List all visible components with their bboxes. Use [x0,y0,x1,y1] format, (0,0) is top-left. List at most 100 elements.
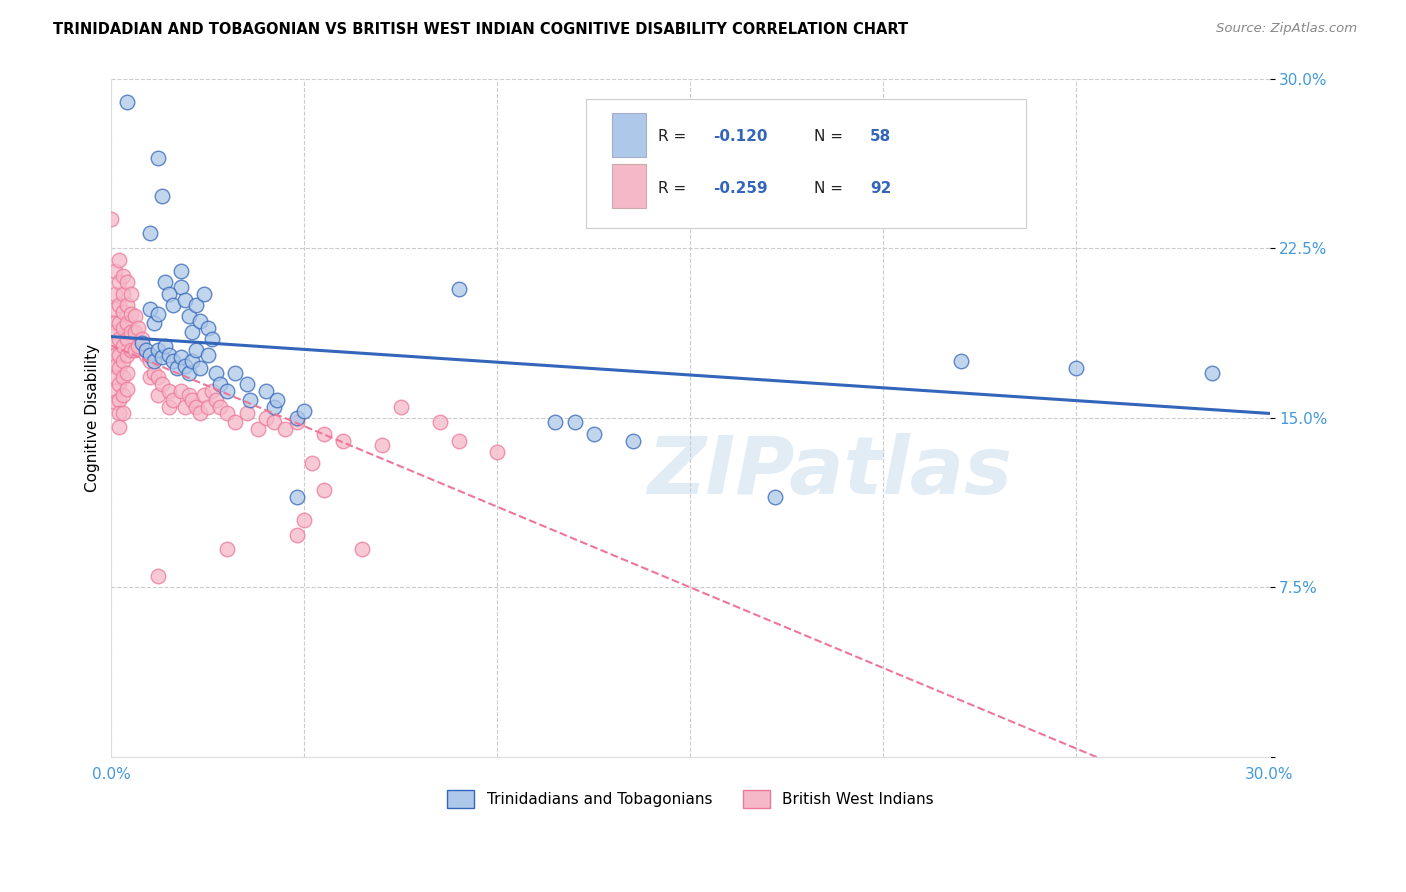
Point [155,276,177,290]
Point [224,416,246,430]
Point [108,361,131,376]
Point [111,338,134,352]
Point [135,348,157,362]
Point [115,95,138,109]
Point [139,226,162,240]
FancyBboxPatch shape [612,164,647,208]
Point [157,400,180,414]
Point [204,366,226,380]
Point [111,304,134,318]
Point [108,377,131,392]
Point [186,343,208,358]
Point [254,384,277,398]
Point [115,366,138,380]
Point [115,298,138,312]
Point [254,411,277,425]
Point [139,348,162,362]
FancyBboxPatch shape [612,113,647,157]
Text: TRINIDADIAN AND TOBAGONIAN VS BRITISH WEST INDIAN COGNITIVE DISABILITY CORRELATI: TRINIDADIAN AND TOBAGONIAN VS BRITISH WE… [53,22,908,37]
Text: ZIPatlas: ZIPatlas [647,434,1012,511]
Point [201,384,224,398]
Point [111,286,134,301]
Point [582,426,605,441]
Point [150,377,173,392]
Point [157,286,180,301]
Point [108,392,131,407]
Legend: Trinidadians and Tobagonians, British West Indians: Trinidadians and Tobagonians, British We… [441,784,941,814]
Point [115,276,138,290]
Point [239,392,262,407]
Point [197,400,219,414]
Point [301,456,323,470]
Point [285,490,308,504]
Point [1066,361,1088,376]
Point [111,354,134,368]
Point [150,350,173,364]
Point [146,151,169,165]
Point [544,416,567,430]
Point [146,569,169,583]
Point [146,307,169,321]
Point [193,286,215,301]
Point [111,407,134,421]
Point [170,384,193,398]
Point [217,542,239,557]
Point [124,310,146,324]
Point [120,307,142,321]
Point [104,264,127,278]
Point [146,343,169,358]
Point [104,348,127,362]
Point [104,359,127,373]
Point [127,320,149,334]
Text: 92: 92 [870,181,891,196]
Text: R =: R = [658,129,692,145]
FancyBboxPatch shape [586,99,1026,228]
Point [142,366,165,380]
Point [177,366,200,380]
Point [146,370,169,384]
Point [104,395,127,409]
Point [104,316,127,330]
Point [104,384,127,398]
Point [285,416,308,430]
Point [162,298,184,312]
Point [115,348,138,362]
Point [294,513,316,527]
Point [201,332,224,346]
Point [173,400,195,414]
Point [155,338,177,352]
Point [204,392,226,407]
Point [217,407,239,421]
Point [332,434,354,448]
Point [127,338,149,352]
Point [124,325,146,339]
Point [447,282,470,296]
Point [181,354,204,368]
Text: 58: 58 [870,129,891,145]
Point [104,302,127,317]
Point [162,354,184,368]
Point [208,400,231,414]
Point [181,392,204,407]
Point [170,264,193,278]
Point [208,377,231,392]
Point [173,359,195,373]
Point [111,320,134,334]
Point [389,400,412,414]
Point [188,407,211,421]
Point [142,354,165,368]
Point [247,422,270,436]
Point [157,384,180,398]
Point [170,350,193,364]
Point [120,286,142,301]
Text: Source: ZipAtlas.com: Source: ZipAtlas.com [1216,22,1357,36]
Point [186,400,208,414]
Point [170,280,193,294]
Point [274,422,297,436]
Point [100,212,122,227]
Point [235,407,257,421]
Point [139,354,162,368]
Point [312,426,335,441]
Point [429,416,451,430]
Point [188,314,211,328]
